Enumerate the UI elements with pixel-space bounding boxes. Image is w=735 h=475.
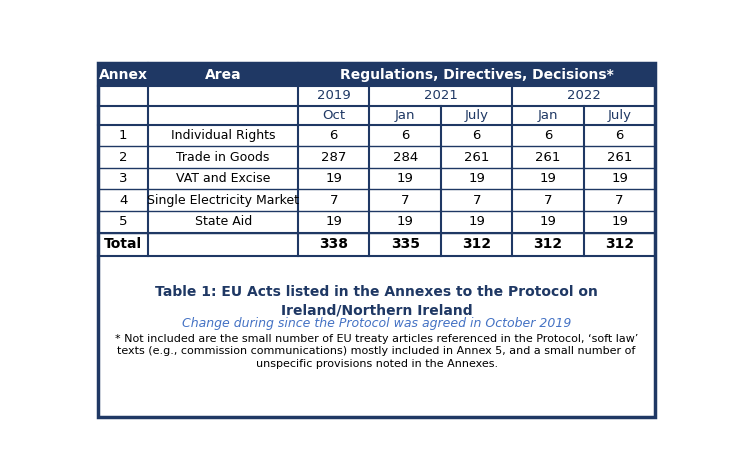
Text: Single Electricity Market: Single Electricity Market (147, 194, 299, 207)
Text: 287: 287 (321, 151, 346, 163)
Text: 7: 7 (329, 194, 338, 207)
Text: 19: 19 (611, 172, 628, 185)
Bar (98, 63, 148, 86)
Text: 312: 312 (605, 237, 634, 251)
Text: 7: 7 (615, 194, 624, 207)
Text: Jan: Jan (395, 109, 415, 122)
Text: 261: 261 (607, 151, 632, 163)
Text: Individual Rights: Individual Rights (171, 129, 276, 142)
Text: 7: 7 (544, 194, 552, 207)
Text: Jan: Jan (538, 109, 559, 122)
Text: 284: 284 (392, 151, 417, 163)
Text: 19: 19 (468, 172, 485, 185)
Text: 19: 19 (539, 172, 556, 185)
Text: Annex: Annex (98, 68, 148, 82)
Text: 5: 5 (119, 215, 127, 228)
Text: 19: 19 (611, 215, 628, 228)
Text: 312: 312 (534, 237, 563, 251)
Text: 2021: 2021 (424, 89, 458, 103)
Text: VAT and Excise: VAT and Excise (176, 172, 270, 185)
Text: 3: 3 (119, 172, 127, 185)
Text: State Aid: State Aid (195, 215, 252, 228)
Text: Total: Total (104, 237, 143, 251)
Text: 19: 19 (397, 172, 414, 185)
Text: 6: 6 (401, 129, 409, 142)
Text: July: July (608, 109, 631, 122)
Text: 19: 19 (326, 172, 342, 185)
Text: July: July (465, 109, 489, 122)
Text: * Not included are the small number of EU treaty articles referenced in the Prot: * Not included are the small number of E… (115, 334, 639, 369)
Bar (148, 63, 298, 86)
Text: Trade in Goods: Trade in Goods (176, 151, 270, 163)
Text: 2: 2 (119, 151, 127, 163)
Text: 7: 7 (473, 194, 481, 207)
Text: Regulations, Directives, Decisions*: Regulations, Directives, Decisions* (340, 68, 614, 82)
Text: 261: 261 (535, 151, 561, 163)
Text: 6: 6 (473, 129, 481, 142)
Text: 6: 6 (615, 129, 624, 142)
Text: 261: 261 (464, 151, 490, 163)
Text: 6: 6 (329, 129, 338, 142)
Text: 19: 19 (326, 215, 342, 228)
Text: 4: 4 (119, 194, 127, 207)
Text: 19: 19 (539, 215, 556, 228)
Text: Area: Area (205, 68, 242, 82)
Text: 2022: 2022 (567, 89, 600, 103)
Text: 2019: 2019 (317, 89, 351, 103)
Text: Table 1: EU Acts listed in the Annexes to the Protocol on
Ireland/Northern Irela: Table 1: EU Acts listed in the Annexes t… (155, 285, 598, 317)
Text: 6: 6 (544, 129, 552, 142)
Text: 19: 19 (468, 215, 485, 228)
Text: Change during since the Protocol was agreed in October 2019: Change during since the Protocol was agr… (182, 317, 571, 330)
Text: 1: 1 (119, 129, 127, 142)
Text: 335: 335 (391, 237, 420, 251)
Text: 338: 338 (319, 237, 348, 251)
Text: 312: 312 (462, 237, 491, 251)
Text: 7: 7 (401, 194, 409, 207)
Text: Oct: Oct (322, 109, 345, 122)
Bar (298, 63, 656, 86)
Text: 19: 19 (397, 215, 414, 228)
